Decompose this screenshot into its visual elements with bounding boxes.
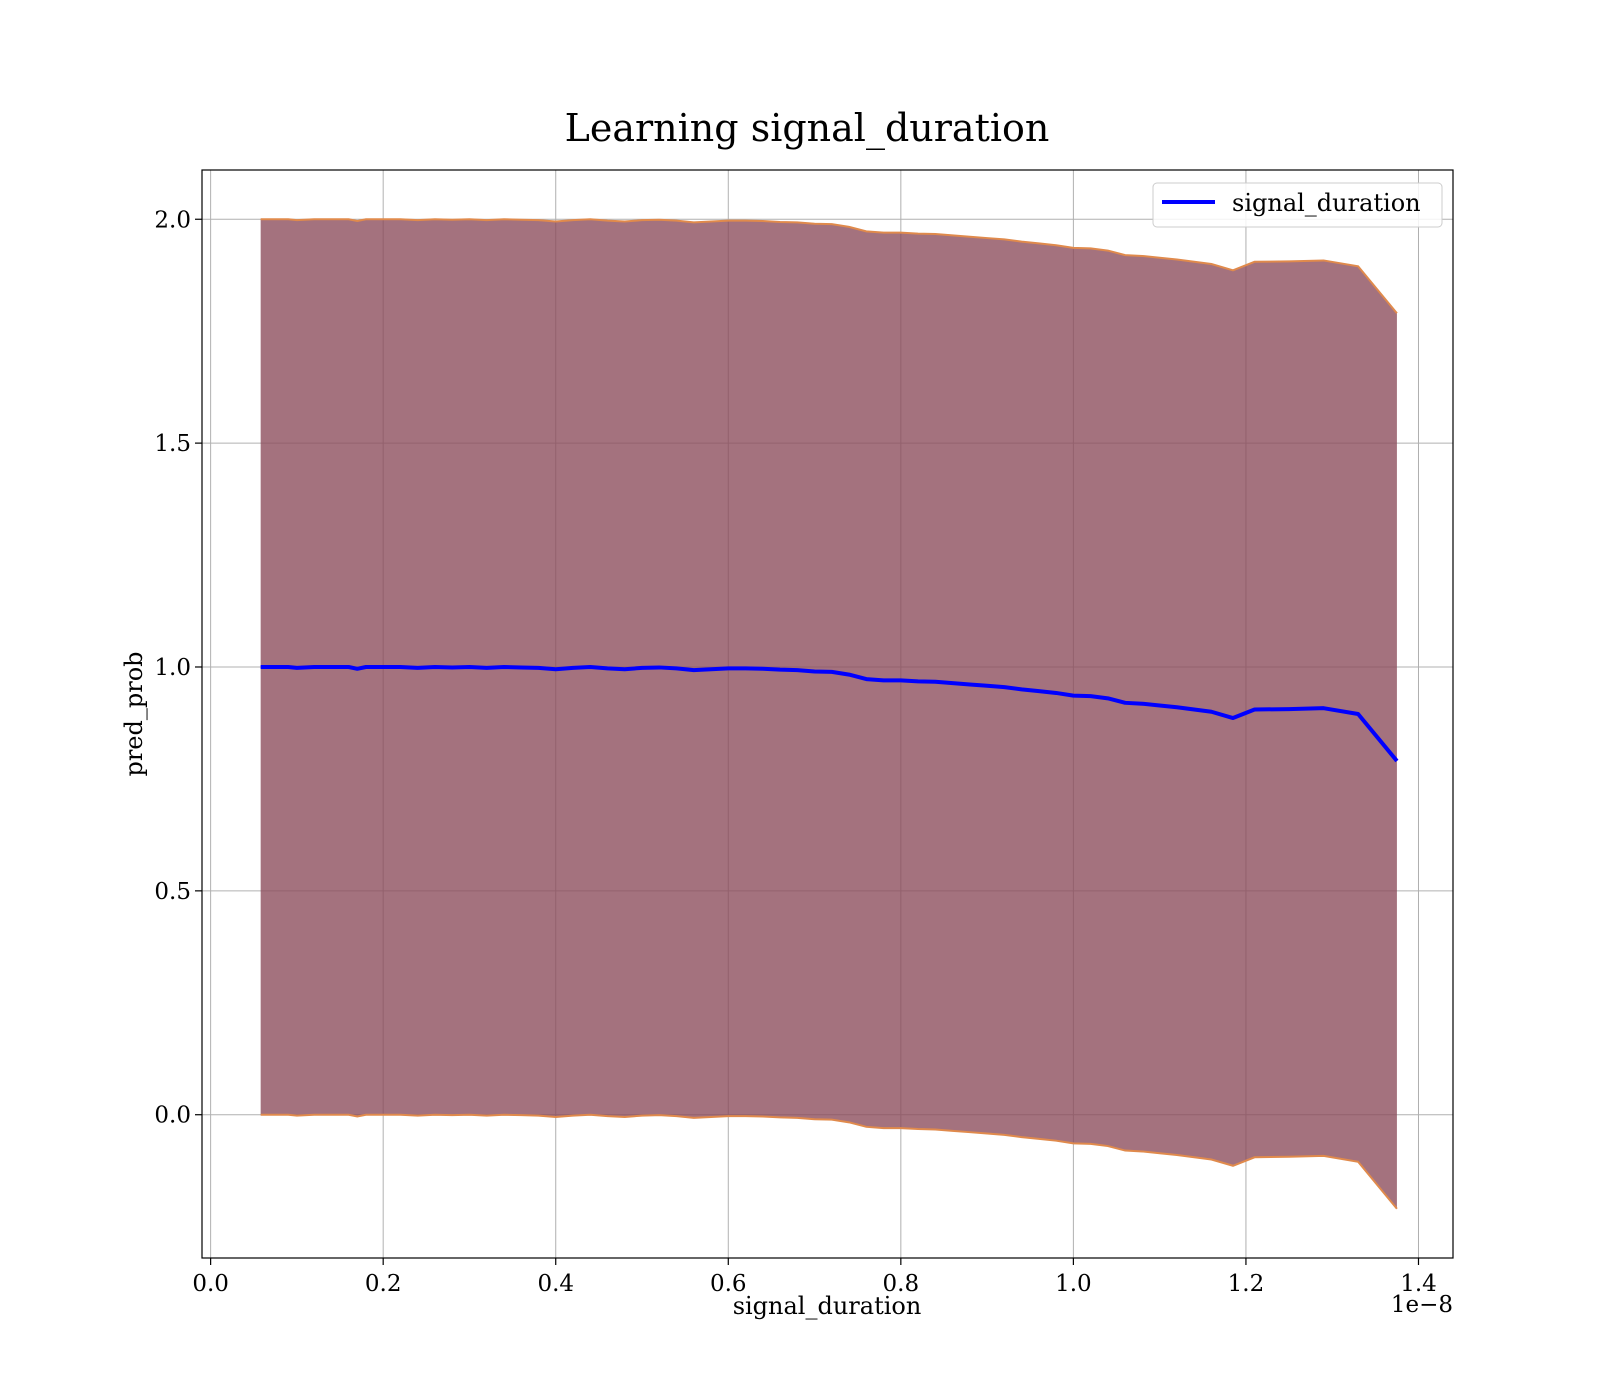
x-axis-offset-text: 1e−8	[1391, 1292, 1453, 1318]
y-tick-label: 0.5	[154, 879, 191, 905]
x-tick-label: 1.2	[1228, 1271, 1265, 1297]
confidence-band	[260, 218, 1398, 1210]
x-tick-label: 0.6	[710, 1271, 747, 1297]
legend-box	[1152, 182, 1443, 228]
x-tick-label: 0.4	[537, 1271, 574, 1297]
x-tick-label: 1.4	[1400, 1271, 1437, 1297]
y-tick-label: 2.0	[154, 207, 191, 233]
x-tick-label: 0.2	[365, 1271, 402, 1297]
band-lower-edge	[260, 1113, 1398, 1210]
series-lines	[260, 664, 1399, 763]
chart-title: Learning signal_duration	[565, 106, 1050, 151]
y-tick-label: 1.5	[154, 431, 191, 457]
x-tick-label: 1.0	[1055, 1271, 1092, 1297]
legend: signal_duration	[1152, 182, 1443, 228]
band-fill	[260, 219, 1397, 1209]
x-tick-label: 0.8	[883, 1271, 920, 1297]
y-axis-ticks: 0.0 0.5 1.0 1.5 2.0	[154, 207, 202, 1129]
plot-frame	[201, 169, 1454, 1259]
x-axis-ticks: 0.0 0.2 0.4 0.6 0.8 1.0 1.2 1.4	[192, 1258, 1437, 1297]
y-tick-label: 1.0	[154, 655, 191, 681]
series-line-signal-duration	[260, 664, 1399, 763]
y-tick-label: 0.0	[154, 1103, 191, 1129]
legend-label: signal_duration	[1232, 189, 1421, 217]
band-upper-edge	[260, 218, 1398, 314]
x-tick-label: 0.0	[192, 1271, 229, 1297]
x-axis-label: signal_duration	[733, 1292, 922, 1320]
y-axis-label: pred_prob	[120, 651, 148, 776]
